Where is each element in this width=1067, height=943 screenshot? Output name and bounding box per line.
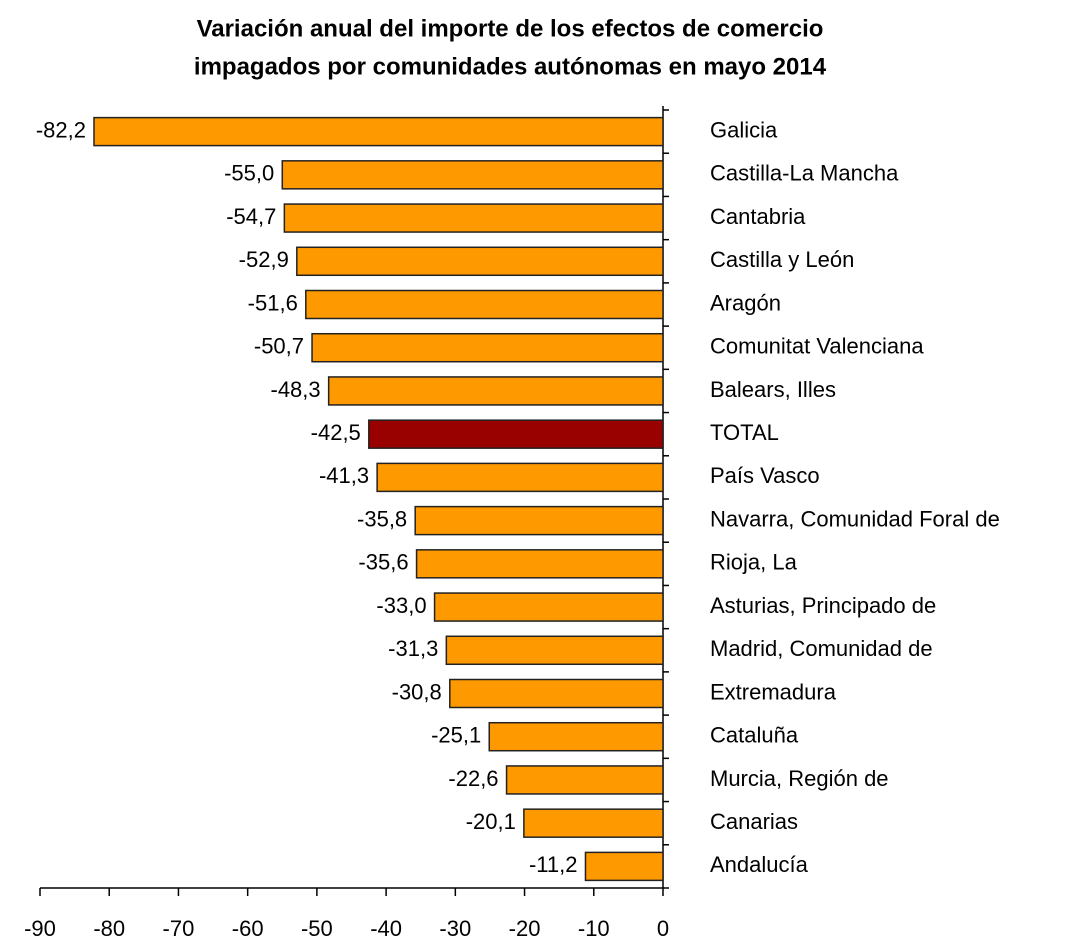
category-label: TOTAL: [710, 420, 779, 445]
value-label: -41,3: [319, 463, 369, 488]
value-label: -82,2: [36, 117, 86, 142]
category-label: Comunitat Valenciana: [710, 334, 924, 359]
x-tick-label: 0: [657, 916, 669, 941]
x-tick-label: -10: [578, 916, 610, 941]
x-tick-label: -90: [24, 916, 56, 941]
category-label: Balears, Illes: [710, 377, 836, 402]
value-label: -54,7: [226, 204, 276, 229]
bar: [414, 505, 664, 536]
chart-title: impagados por comunidades autónomas en m…: [194, 53, 827, 80]
bar: [523, 808, 664, 838]
value-label: -48,3: [271, 377, 321, 402]
bar: [505, 765, 664, 795]
value-label: -51,6: [248, 290, 298, 315]
category-label: Andalucía: [710, 852, 809, 877]
category-label: Navarra, Comunidad Foral de: [710, 506, 1000, 531]
bar: [445, 635, 664, 666]
value-label: -35,6: [358, 550, 408, 575]
bar: [281, 160, 664, 190]
x-tick-label: -40: [370, 916, 402, 941]
category-label: Cataluña: [710, 723, 799, 748]
value-label: -50,7: [254, 334, 304, 359]
bar: [449, 678, 664, 709]
category-label: Rioja, La: [710, 550, 798, 575]
bar: [488, 721, 664, 752]
category-label: Castilla y León: [710, 247, 854, 272]
bar: [433, 592, 664, 622]
x-tick-label: -50: [301, 916, 333, 941]
category-label: Murcia, Región de: [710, 766, 889, 791]
bar: [368, 419, 664, 449]
category-label: Galicia: [710, 117, 778, 142]
x-tick-label: -80: [93, 916, 125, 941]
chart-title: Variación anual del importe de los efect…: [197, 15, 824, 42]
value-label: -30,8: [392, 679, 442, 704]
x-tick-label: -20: [509, 916, 541, 941]
bar: [283, 203, 664, 233]
bar: [296, 246, 664, 277]
value-label: -11,2: [529, 852, 578, 877]
value-label: -55,0: [224, 161, 274, 186]
category-label: Cantabria: [710, 204, 806, 229]
bar: [584, 851, 664, 882]
bar: [376, 462, 664, 493]
value-label: -20,1: [466, 809, 516, 834]
bar: [415, 549, 664, 579]
category-label: País Vasco: [710, 463, 820, 488]
value-label: -42,5: [311, 420, 361, 445]
value-label: -33,0: [376, 593, 426, 618]
bar: [93, 116, 664, 147]
x-tick-label: -70: [163, 916, 195, 941]
bar: [311, 332, 664, 363]
value-label: -25,1: [431, 723, 481, 748]
value-label: -22,6: [448, 766, 498, 791]
x-tick-label: -60: [232, 916, 264, 941]
bar: [305, 289, 664, 320]
value-label: -31,3: [388, 636, 438, 661]
category-label: Castilla-La Mancha: [710, 161, 899, 186]
value-label: -52,9: [239, 247, 289, 272]
category-label: Extremadura: [710, 679, 837, 704]
category-label: Madrid, Comunidad de: [710, 636, 933, 661]
category-label: Aragón: [710, 290, 781, 315]
category-label: Asturias, Principado de: [710, 593, 936, 618]
x-tick-label: -30: [439, 916, 471, 941]
bar: [327, 376, 664, 406]
value-label: -35,8: [357, 506, 407, 531]
category-label: Canarias: [710, 809, 798, 834]
